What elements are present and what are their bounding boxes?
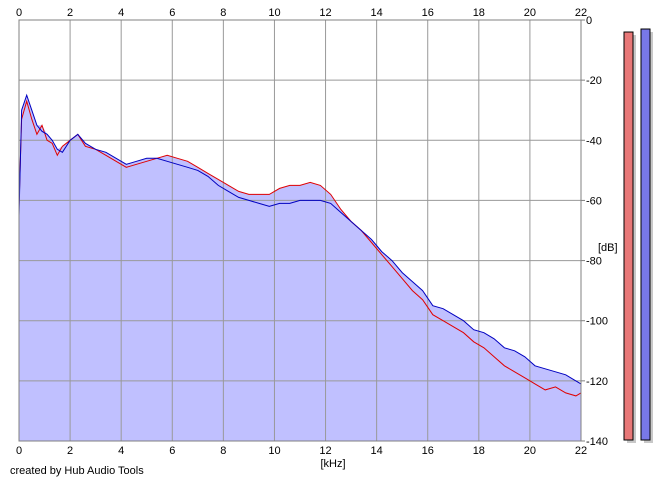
- y-tick-label: -100: [586, 316, 608, 328]
- series-line-2: [18, 93, 582, 385]
- x-tick-label: 20: [524, 7, 536, 19]
- y-tick-label: 0: [586, 15, 592, 27]
- credit-text: created by Hub Audio Tools: [10, 465, 144, 477]
- plot-border: [18, 19, 582, 442]
- x-tick-label: 14: [371, 7, 383, 19]
- x-tick-label: 22: [575, 7, 587, 19]
- level-meter-bar: [623, 31, 634, 441]
- x-tick-label: 12: [319, 7, 331, 19]
- x-tick-labels-top: 0 2 4 6 8 10 12 14 16 18 20 22: [16, 7, 587, 19]
- x-tick-label: 8: [220, 7, 226, 19]
- x-tick-label: 18: [473, 7, 485, 19]
- level-meter-bar: [640, 28, 651, 441]
- x-tick-label: 14: [371, 445, 383, 457]
- x-tick-label: 2: [67, 445, 73, 457]
- x-tick-label: 18: [473, 445, 485, 457]
- y-tick-label: -20: [586, 75, 602, 87]
- x-tick-label: 22: [575, 445, 587, 457]
- x-tick-label: 16: [422, 7, 434, 19]
- x-tick-labels-bottom: 0 2 4 6 8 10 12 14 16 18 20 22: [16, 445, 587, 457]
- x-tick-label: 0: [16, 7, 22, 19]
- x-tick-label: 12: [319, 445, 331, 457]
- x-tick-label: 4: [118, 7, 124, 19]
- x-tick-label: 10: [268, 7, 280, 19]
- x-axis-label: [kHz]: [320, 458, 345, 470]
- y-tick-label: -140: [586, 436, 608, 448]
- y-tick-label: -120: [586, 376, 608, 388]
- x-tick-label: 0: [16, 445, 22, 457]
- y-tick-label: -40: [586, 135, 602, 147]
- x-tick-label: 6: [169, 7, 175, 19]
- y-tick-label: -60: [586, 195, 602, 207]
- y-tick-label: -80: [586, 256, 602, 268]
- spectrum-fill: [19, 95, 581, 441]
- x-tick-label: 20: [524, 445, 536, 457]
- x-tick-label: 8: [220, 445, 226, 457]
- spectrum-series: [18, 93, 582, 397]
- y-tick-labels: 0 -20 -40 -60 -80 -100 -120 -140: [581, 15, 608, 448]
- x-tick-label: 2: [67, 7, 73, 19]
- level-meters: [623, 28, 653, 444]
- spectrum-area: [19, 95, 581, 441]
- x-tick-label: 16: [422, 445, 434, 457]
- x-tick-label: 6: [169, 445, 175, 457]
- x-tick-label: 4: [118, 445, 124, 457]
- y-axis-label: [dB]: [598, 242, 618, 254]
- x-tick-label: 10: [268, 445, 280, 457]
